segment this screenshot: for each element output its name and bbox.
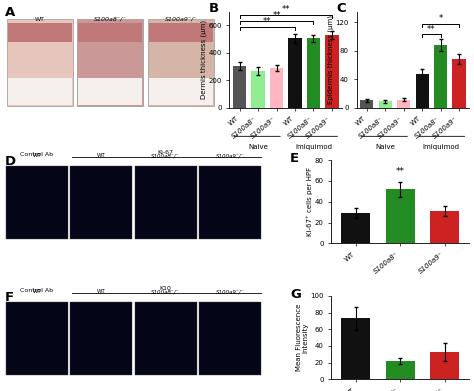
Y-axis label: Epidermis thickness (μm): Epidermis thickness (μm): [328, 15, 334, 104]
Bar: [453, 59, 466, 108]
Text: S100a9⁻/⁻: S100a9⁻/⁻: [164, 16, 197, 22]
Bar: [434, 45, 447, 108]
Text: Imiquimod: Imiquimod: [422, 144, 459, 150]
Text: K10: K10: [160, 286, 172, 291]
Bar: [7, 20, 73, 106]
Bar: [379, 101, 392, 108]
Text: E: E: [290, 152, 299, 165]
Bar: [288, 38, 301, 108]
Bar: [416, 74, 429, 108]
Bar: [307, 38, 320, 108]
Bar: [430, 211, 459, 244]
Text: S100a9⁻/⁻: S100a9⁻/⁻: [216, 289, 244, 294]
Bar: [149, 23, 213, 42]
Text: **: **: [263, 17, 272, 26]
Text: Naive: Naive: [248, 144, 268, 150]
Text: WT: WT: [97, 153, 106, 158]
Text: Control Ab: Control Ab: [20, 288, 54, 292]
Bar: [8, 23, 72, 42]
Text: F: F: [5, 291, 14, 304]
Bar: [78, 78, 143, 105]
Text: S100a8⁻/⁻: S100a8⁻/⁻: [151, 289, 180, 294]
Bar: [78, 23, 143, 42]
Text: Naive: Naive: [375, 144, 395, 150]
Text: WT: WT: [33, 153, 41, 158]
Bar: [148, 20, 214, 106]
Bar: [270, 68, 283, 108]
Text: A: A: [5, 6, 15, 19]
Bar: [360, 100, 374, 108]
Text: WT: WT: [35, 16, 45, 22]
Text: S100a9⁻/⁻: S100a9⁻/⁻: [216, 153, 244, 158]
Y-axis label: Dermis thickness (μm): Dermis thickness (μm): [201, 20, 207, 99]
Y-axis label: Ki-67⁺ cells per HPF: Ki-67⁺ cells per HPF: [307, 167, 313, 236]
Text: **: **: [396, 167, 405, 176]
Text: **: **: [282, 5, 290, 14]
Text: G: G: [290, 288, 301, 301]
Text: WT: WT: [33, 289, 41, 294]
Bar: [386, 361, 415, 379]
Text: S100a8⁻/⁻: S100a8⁻/⁻: [151, 153, 180, 158]
Text: B: B: [209, 2, 219, 15]
Text: Imiquimod: Imiquimod: [295, 144, 332, 150]
Bar: [341, 318, 370, 379]
Bar: [341, 213, 370, 244]
Bar: [430, 352, 459, 379]
Bar: [8, 78, 72, 105]
Y-axis label: Mean Fluorescence
Intensity: Mean Fluorescence Intensity: [296, 304, 309, 371]
Bar: [397, 100, 410, 108]
Bar: [325, 35, 338, 108]
Text: D: D: [5, 155, 16, 168]
Text: Control Ab: Control Ab: [20, 152, 54, 157]
Bar: [233, 66, 246, 108]
Text: S100a8⁻/⁻: S100a8⁻/⁻: [94, 16, 127, 22]
Text: WT: WT: [97, 289, 106, 294]
Bar: [252, 71, 265, 108]
Bar: [77, 20, 144, 106]
Bar: [149, 78, 213, 105]
Bar: [386, 189, 415, 244]
Text: **: **: [427, 25, 436, 34]
Text: Ki-67: Ki-67: [158, 150, 173, 155]
Text: C: C: [337, 2, 346, 15]
Text: *: *: [438, 14, 443, 23]
Text: **: **: [273, 11, 281, 20]
